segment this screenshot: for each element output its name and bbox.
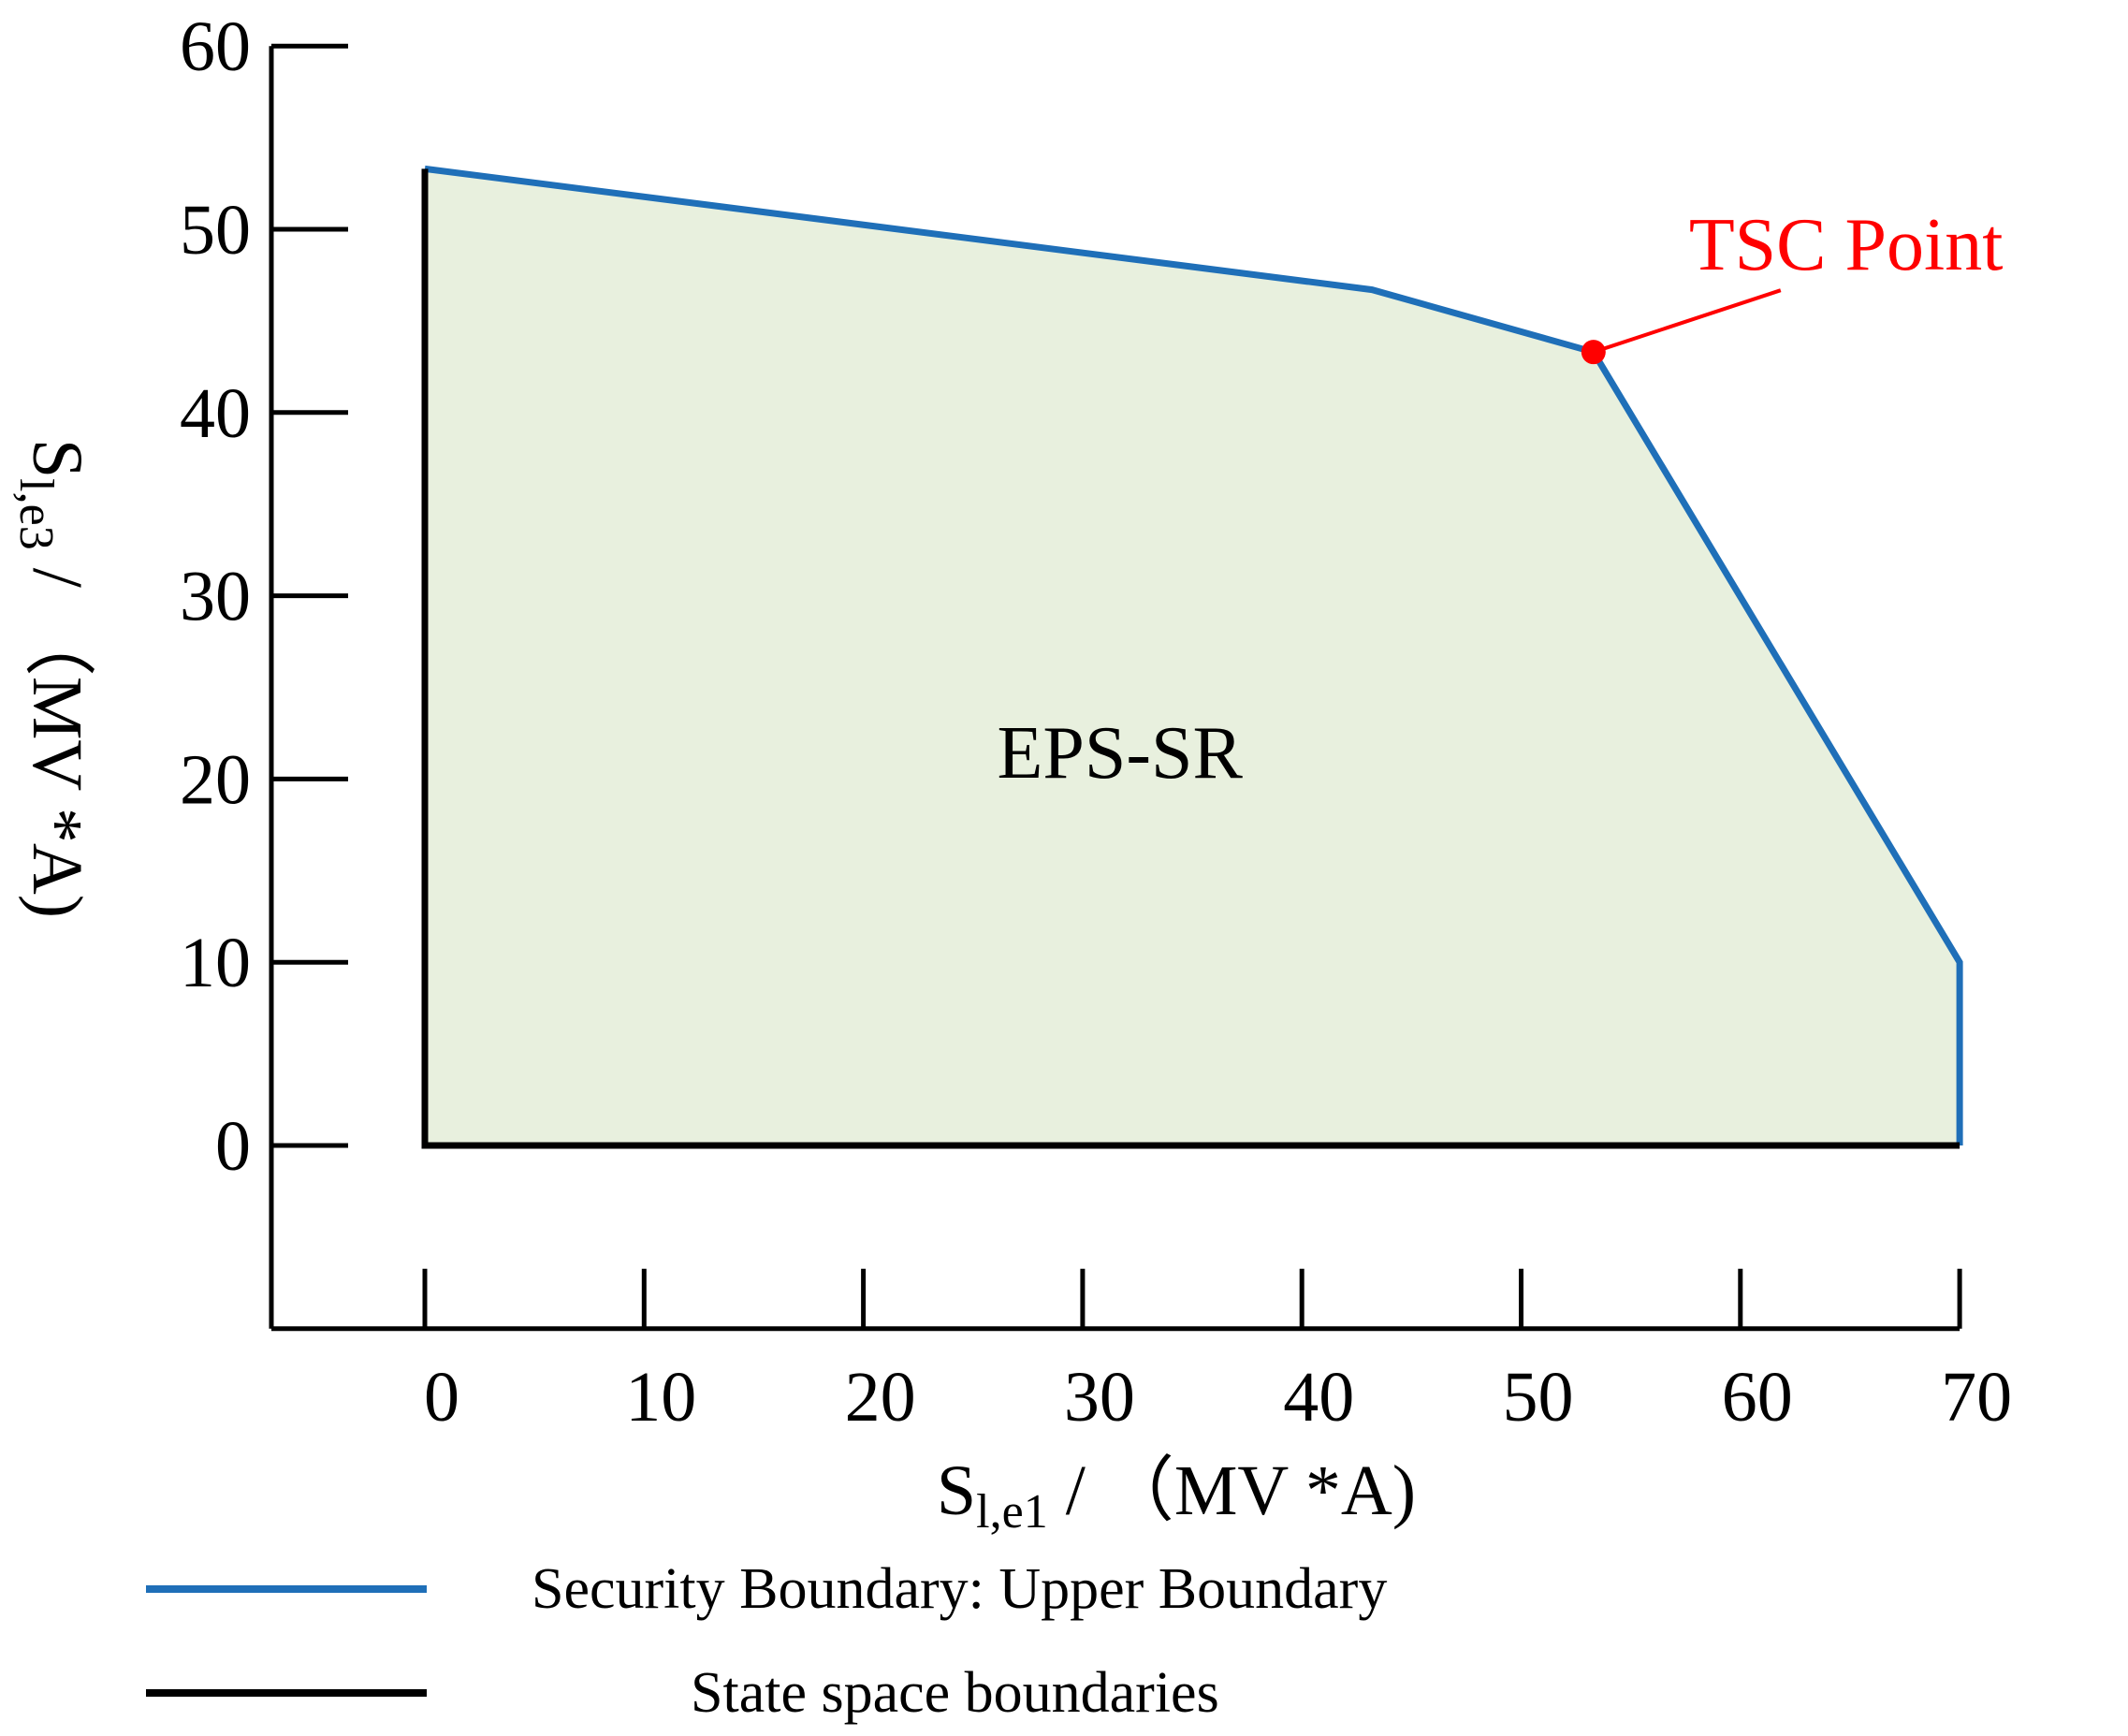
y-tick-label: 20	[180, 740, 251, 819]
legend-entry-label: State space boundaries	[691, 1661, 1219, 1725]
axes: 0 10 20 30 40 50 60 0 10 20 30 40 50 60 70	[180, 7, 2012, 1437]
y-tick-label: 50	[180, 191, 251, 270]
y-tick-label: 0	[215, 1107, 251, 1186]
legend: Security Boundary: Upper Boundary State s…	[146, 1557, 1387, 1725]
y-axis-label-main: S	[18, 439, 96, 478]
x-tick-label: 30	[1064, 1358, 1135, 1437]
x-tick-label: 70	[1941, 1358, 2012, 1437]
tsc-point-leader-line	[1593, 288, 1782, 355]
legend-entry-label: Security Boundary: Upper Boundary	[532, 1557, 1387, 1621]
y-tick-label: 30	[180, 558, 251, 636]
x-tick-label: 50	[1503, 1358, 1574, 1437]
y-tick-label: 60	[180, 7, 251, 86]
x-tick-label: 40	[1283, 1358, 1354, 1437]
tsc-point-label: TSC Point	[1689, 204, 2004, 286]
tsc-point-marker	[1581, 340, 1606, 365]
annotation-layer: EPS-SR TSC Point	[998, 204, 2004, 795]
y-axis-label-rest: / （MV *A)	[18, 550, 96, 918]
x-axis-label-main: S	[937, 1452, 976, 1530]
y-axis-label: Sl,e3 / （MV *A)	[9, 439, 96, 918]
x-tick-label: 20	[845, 1358, 916, 1437]
state-space-boundary-line	[421, 168, 1960, 1149]
y-tick-label: 40	[180, 374, 251, 453]
x-tick-label: 60	[1722, 1358, 1793, 1437]
x-tick-label: 0	[424, 1358, 459, 1437]
x-axis-label-rest: / （MV *A)	[1048, 1452, 1416, 1530]
x-axis-label-sub: l,e1	[976, 1485, 1048, 1539]
x-axis-label: Sl,e1 / （MV *A)	[937, 1452, 1416, 1539]
x-tick-label: 10	[625, 1358, 696, 1437]
security-region-fill	[425, 168, 1960, 1146]
y-tick-label: 10	[180, 924, 251, 1002]
y-axis-label-sub: l,e3	[9, 478, 63, 550]
region-label-eps-sr: EPS-SR	[998, 712, 1244, 795]
